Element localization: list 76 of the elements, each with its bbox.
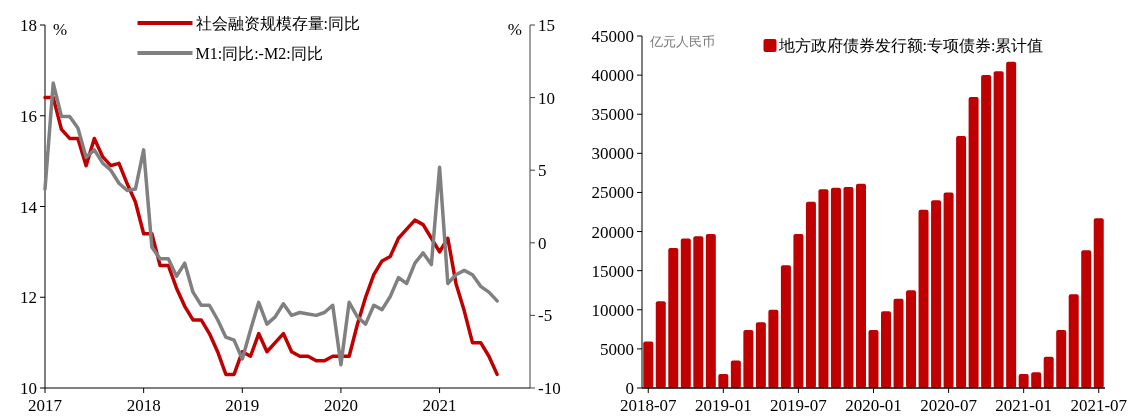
y2-tick-label: 10	[538, 88, 555, 108]
bar	[1081, 250, 1092, 388]
y-tick-label: 14	[20, 197, 38, 217]
y-tick-label: 45000	[591, 27, 634, 46]
y-tick-label: 35000	[591, 105, 634, 125]
bar	[818, 189, 829, 388]
bar	[830, 187, 841, 388]
y-tick-label: 0	[625, 379, 634, 398]
bar	[1006, 61, 1017, 388]
bar	[743, 330, 754, 388]
y2-tick-label: -5	[538, 306, 553, 326]
y2-tick-label: 0	[538, 233, 547, 253]
x-tick-label: 2020-01	[845, 396, 902, 415]
bar	[1093, 218, 1104, 388]
y-tick-label: 12	[20, 288, 37, 308]
bar	[1031, 372, 1042, 388]
y-tick-label: 10000	[591, 300, 634, 320]
bar	[705, 233, 716, 388]
bar	[680, 238, 691, 388]
x-tick-label: 2018	[126, 396, 161, 415]
bar	[918, 209, 929, 388]
bar	[1056, 330, 1067, 388]
y-tick-label: 30000	[591, 144, 634, 164]
bar	[780, 265, 791, 388]
bar	[643, 341, 654, 388]
y2-tick-label: -10	[538, 379, 561, 398]
bar	[755, 322, 766, 388]
x-tick-label: 2019-07	[770, 396, 828, 415]
y2-tick-label: 15	[538, 16, 555, 35]
legend-label: 地方政府债券发行额:专项债券:累计值	[777, 37, 1044, 54]
x-tick-label: 2019	[225, 396, 260, 415]
legend-label: M1:同比:-M2:同比	[195, 45, 323, 62]
x-tick-label: 2019-01	[695, 396, 752, 415]
bar	[868, 330, 879, 388]
x-tick-label: 2021-07	[1070, 396, 1128, 415]
y-tick-label: 5000	[600, 339, 634, 359]
y2-tick-label: 5	[538, 161, 547, 181]
bar	[1043, 356, 1054, 388]
bar	[655, 301, 666, 388]
bar	[931, 200, 942, 388]
y-axis-title: 亿元人民币	[649, 34, 715, 49]
bar	[906, 290, 917, 388]
bar	[718, 373, 729, 388]
x-tick-label: 2017	[28, 396, 63, 415]
bar	[768, 309, 779, 388]
bar	[956, 136, 967, 388]
x-tick-label: 2021-01	[995, 396, 1052, 415]
bar	[843, 186, 854, 388]
y-tick-label: 40000	[591, 66, 634, 86]
x-tick-label: 2021	[422, 396, 457, 415]
y-tick-label: 20000	[591, 222, 634, 242]
y-tick-label: 10	[20, 379, 37, 398]
y-tick-label: 15000	[591, 261, 634, 281]
y2-axis-title: %	[507, 20, 522, 39]
y-tick-label: 25000	[591, 183, 634, 203]
bar	[793, 233, 804, 388]
y-axis-title: %	[53, 20, 68, 39]
bar	[805, 201, 816, 388]
bar	[730, 360, 741, 388]
bar	[855, 183, 866, 388]
bar	[668, 247, 679, 388]
bar	[1018, 373, 1029, 388]
bar	[893, 298, 904, 388]
bar	[981, 75, 992, 388]
bar	[881, 311, 892, 388]
bar	[993, 71, 1004, 388]
y-tick-label: 16	[20, 106, 37, 126]
bar	[693, 236, 704, 388]
x-tick-label: 2020-07	[920, 396, 978, 415]
legend-label: 社会融资规模存量:同比	[195, 15, 360, 32]
y-tick-label: 18	[20, 16, 37, 35]
bar	[943, 192, 954, 388]
x-tick-label: 2020	[323, 396, 358, 415]
bar	[1068, 294, 1079, 388]
bar	[968, 97, 979, 388]
x-tick-label: 2018-07	[619, 396, 678, 415]
